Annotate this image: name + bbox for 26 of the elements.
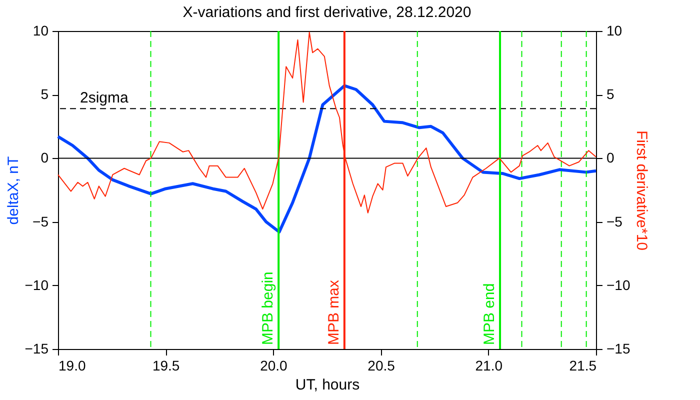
y2-tick-label: −5 xyxy=(606,213,623,230)
x-tick-label: 21.0 xyxy=(475,358,503,374)
chart-title: X-variations and first derivative, 28.12.2020 xyxy=(182,4,472,21)
y-tick-label: 10 xyxy=(32,22,49,38)
x-tick-label: 19.0 xyxy=(58,358,86,374)
x-tick-label: 21.5 xyxy=(569,358,597,374)
x-tick-label: 20.0 xyxy=(260,358,288,374)
y2-tick-label: 0 xyxy=(606,150,614,166)
y-tick-label: −15 xyxy=(24,340,49,356)
ref-line-label: MPB max xyxy=(325,279,342,345)
x-axis-title: UT, hours xyxy=(295,376,360,394)
y2-tick-label: 10 xyxy=(606,22,622,38)
y-tick-label: 0 xyxy=(40,150,49,166)
y-tick-label: 5 xyxy=(40,86,49,102)
y-tick-label: −10 xyxy=(24,276,49,293)
y2-tick-label: 5 xyxy=(606,86,614,102)
ref-line-label: MPB end xyxy=(481,283,498,345)
ref-line-label: MPB begin xyxy=(260,272,277,345)
y-tick-label: −5 xyxy=(32,213,49,230)
ref-line-label: 2sigma xyxy=(80,90,130,107)
y-axis-title: deltaX, nT xyxy=(4,156,22,225)
y2-tick-label: −15 xyxy=(606,340,630,356)
x-tick-label: 20.5 xyxy=(368,358,396,374)
y2-tick-label: −10 xyxy=(606,276,630,293)
x-tick-label: 19.5 xyxy=(152,358,180,374)
y2-axis-title: First derivative*10 xyxy=(633,130,650,251)
